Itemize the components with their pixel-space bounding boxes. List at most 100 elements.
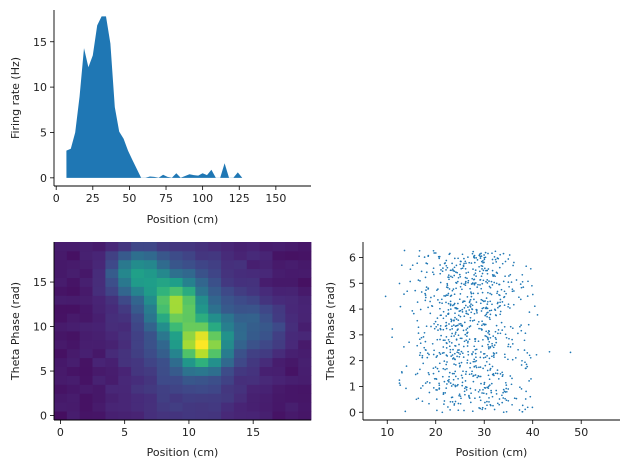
heatmap-cell	[221, 277, 235, 287]
scatter-point	[444, 368, 446, 371]
scatter-point	[487, 338, 490, 341]
scatter-point	[484, 364, 487, 367]
scatter-point	[492, 346, 495, 349]
y-tick-label: 15	[33, 276, 47, 289]
scatter-point	[469, 362, 472, 365]
heatmap-cell	[105, 384, 119, 394]
heatmap-cell	[169, 375, 183, 385]
scatter-point	[467, 313, 470, 316]
heatmap-cell	[105, 286, 119, 296]
scatter-point	[409, 268, 412, 271]
heatmap-cell	[298, 250, 312, 261]
scatter-point	[490, 309, 493, 312]
scatter-point	[466, 341, 469, 344]
scatter-point	[453, 293, 456, 296]
scatter-point	[436, 338, 439, 341]
scatter-point	[480, 287, 483, 290]
heatmap-cell	[298, 375, 312, 385]
scatter-point	[486, 386, 489, 389]
scatter-point	[518, 409, 521, 411]
scatter-point	[443, 262, 446, 265]
scatter-point	[475, 359, 478, 362]
heatmap-cell	[259, 375, 273, 385]
heatmap-cell	[195, 357, 209, 367]
heatmap-cell	[105, 259, 119, 270]
scatter-point	[456, 271, 459, 274]
scatter-point	[424, 340, 427, 343]
scatter-point	[478, 366, 480, 369]
heatmap-cell	[131, 242, 145, 252]
scatter-point	[438, 382, 440, 385]
scatter-point	[511, 377, 513, 380]
heatmap-cell	[182, 384, 196, 394]
scatter-point	[416, 262, 419, 265]
scatter-point	[519, 386, 521, 389]
scatter-point	[531, 293, 534, 296]
y-tick-label: 10	[33, 321, 47, 334]
scatter-point	[460, 282, 463, 285]
heatmap-cell	[208, 268, 222, 278]
y-tick-label: 15	[33, 36, 47, 49]
heatmap-cell	[118, 366, 132, 376]
scatter-point	[428, 382, 431, 384]
scatter-point	[458, 393, 461, 396]
heatmap-cell	[118, 375, 132, 385]
heatmap-cell	[233, 393, 248, 403]
scatter-point	[520, 324, 522, 326]
scatter-point	[439, 272, 442, 275]
scatter-point	[439, 325, 442, 327]
scatter-point	[439, 281, 442, 284]
scatter-point	[512, 264, 514, 267]
scatter-point	[476, 286, 479, 288]
heatmap-cell	[79, 402, 93, 412]
scatter-point	[439, 338, 441, 341]
scatter-point	[420, 387, 422, 389]
scatter-point	[489, 286, 492, 289]
scatter-point	[508, 337, 510, 340]
scatter-point	[450, 335, 453, 338]
scatter-point	[452, 348, 454, 351]
heatmap-cell	[272, 277, 286, 287]
heatmap-cell	[131, 268, 145, 278]
scatter-point	[524, 367, 527, 370]
scatter-point	[510, 281, 513, 283]
heatmap-cell	[131, 339, 145, 350]
scatter-point	[463, 340, 466, 343]
heatmap-cell	[143, 295, 158, 305]
heatmap-cell	[156, 331, 171, 341]
scatter-point	[417, 326, 420, 329]
scatter-point	[504, 260, 507, 263]
heatmap-cell	[246, 411, 260, 421]
scatter-point	[487, 268, 490, 270]
scatter-point	[458, 362, 461, 365]
scatter-point	[454, 333, 457, 335]
scatter-point	[421, 400, 424, 403]
scatter-point	[443, 380, 446, 383]
heatmap-cell	[118, 402, 132, 412]
scatter-point	[416, 372, 419, 375]
heatmap-cell	[54, 357, 68, 367]
scatter-point	[403, 293, 405, 295]
scatter-point	[473, 274, 475, 276]
scatter-point	[434, 366, 437, 368]
scatter-point	[464, 380, 467, 382]
heatmap-cell	[156, 357, 171, 367]
scatter-point	[432, 267, 435, 270]
scatter-point	[481, 345, 484, 347]
heatmap-cell	[246, 242, 260, 252]
heatmap-cell	[182, 339, 196, 350]
scatter-point	[496, 402, 499, 405]
scatter-point	[505, 292, 507, 295]
scatter-point	[463, 283, 465, 286]
scatter-point	[463, 300, 466, 303]
heatmap-cell	[233, 286, 248, 296]
scatter-point	[526, 365, 529, 368]
heatmap-cell	[233, 375, 248, 385]
scatter-point	[491, 365, 494, 368]
heatmap-cell	[54, 250, 68, 261]
heatmap-cell	[272, 250, 286, 261]
scatter-point	[511, 338, 513, 341]
scatter-point	[496, 290, 499, 293]
heatmap-cell	[66, 268, 81, 278]
scatter-point	[464, 260, 467, 263]
